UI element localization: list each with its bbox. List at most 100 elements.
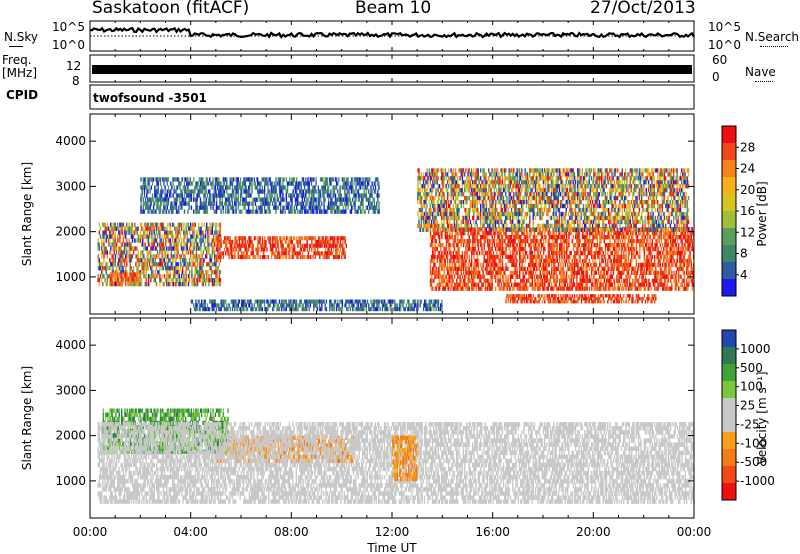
heat-cell <box>339 236 342 241</box>
heat-cell <box>583 286 585 291</box>
heat-cell <box>342 197 345 202</box>
heat-cell <box>168 189 171 194</box>
heat-cell <box>520 239 522 244</box>
heat-cell <box>538 262 540 268</box>
heat-cell <box>190 242 192 247</box>
heat-cell <box>119 250 121 255</box>
heat-cell <box>177 222 179 227</box>
heat-cell <box>159 181 162 186</box>
heat-cell <box>146 185 148 190</box>
heat-cell <box>538 254 540 260</box>
heat-cell <box>120 242 122 247</box>
heat-cell <box>159 238 161 243</box>
heat-cell <box>105 238 107 243</box>
heat-cell <box>226 177 228 182</box>
heat-cell <box>551 258 553 264</box>
heat-cell <box>143 266 145 271</box>
heat-cell <box>154 254 156 259</box>
heat-cell <box>193 209 195 214</box>
heat-cell <box>548 246 551 252</box>
heat-cell <box>98 258 101 263</box>
heat-cell <box>248 255 250 260</box>
heat-cell <box>654 258 656 264</box>
heat-cell <box>522 266 524 271</box>
heat-cell <box>225 236 227 241</box>
heat-cell <box>293 193 295 198</box>
heat-cell <box>199 177 202 182</box>
heat-cell <box>234 251 236 256</box>
heat-cell <box>183 274 185 279</box>
heat-cell <box>265 181 267 186</box>
heat-cell <box>643 282 646 287</box>
heat-cell <box>229 251 231 256</box>
heat-cell <box>191 250 193 255</box>
heat-cell <box>593 243 595 248</box>
heat-cell <box>315 189 317 194</box>
heat-cell <box>120 270 122 275</box>
heat-cell <box>215 226 217 231</box>
heat-cell <box>522 282 524 287</box>
heat-cell <box>160 242 162 247</box>
heat-cell <box>525 270 528 275</box>
heat-cell <box>167 270 169 275</box>
heat-cell <box>448 270 450 275</box>
heat-cell <box>166 278 168 283</box>
heat-cell <box>193 282 195 287</box>
heat-cell <box>135 254 137 259</box>
heat-cell <box>258 193 260 198</box>
heat-cell <box>166 238 168 243</box>
heat-cell <box>191 278 193 283</box>
heat-cell <box>200 258 202 263</box>
heat-cell <box>287 243 289 248</box>
heat-cell <box>242 255 244 260</box>
heat-cell <box>170 234 172 239</box>
heat-cell <box>163 209 165 214</box>
heat-cell <box>123 262 126 267</box>
heat-cell <box>238 209 241 214</box>
heat-cell <box>284 209 286 214</box>
heat-cell <box>140 234 143 239</box>
heat-cell <box>317 205 319 210</box>
heat-cell <box>556 254 559 260</box>
heat-cell <box>169 282 171 287</box>
heat-cell <box>616 266 618 271</box>
heat-cell <box>172 274 175 279</box>
heat-cell <box>592 266 594 271</box>
heat-cell <box>588 235 591 240</box>
heat-cell <box>179 258 182 263</box>
heat-cell <box>340 209 342 214</box>
heat-cell <box>554 250 556 256</box>
heat-cell <box>151 230 153 235</box>
heat-cell <box>474 239 476 244</box>
heat-cell <box>585 235 587 240</box>
heat-cell <box>552 239 554 244</box>
heat-cell <box>299 181 301 186</box>
heat-cell <box>434 250 436 256</box>
heat-cell <box>655 239 657 244</box>
heat-cell <box>219 230 222 235</box>
heat-cell <box>626 278 628 283</box>
heat-cell <box>198 193 201 198</box>
heat-cell <box>166 254 168 259</box>
heat-cell <box>112 238 114 243</box>
heat-cell <box>112 272 114 278</box>
heat-cell <box>209 262 211 267</box>
heat-cell <box>374 177 377 182</box>
heat-cell <box>184 270 186 275</box>
heat-cell <box>504 286 506 291</box>
heat-cell <box>223 177 226 182</box>
heat-cell <box>477 243 480 248</box>
heat-cell <box>261 243 264 248</box>
heat-cell <box>332 201 334 206</box>
heat-cell <box>265 255 267 260</box>
heat-cell <box>175 282 177 287</box>
heat-cell <box>609 254 611 260</box>
heat-cell <box>225 251 227 256</box>
heat-cell <box>263 185 266 190</box>
heat-cell <box>657 246 659 252</box>
heat-cell <box>520 266 522 271</box>
heat-cell <box>123 230 126 235</box>
heat-cell <box>554 243 556 248</box>
heat-cell <box>648 250 650 256</box>
heat-cell <box>651 239 654 244</box>
